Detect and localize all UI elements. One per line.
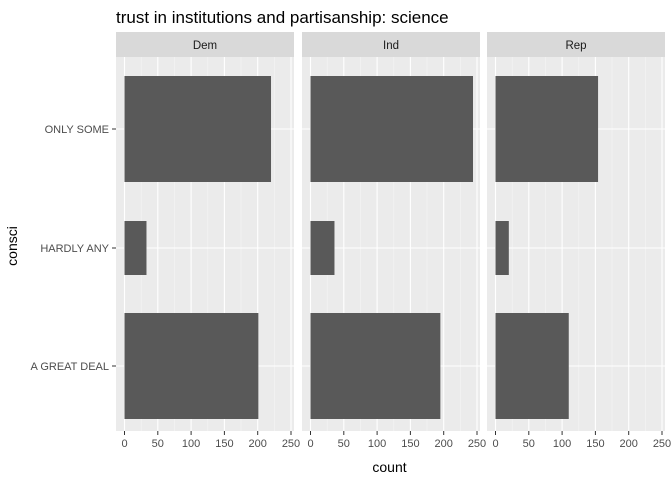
- bar: [495, 313, 569, 419]
- y-tick-label: HARDLY ANY: [40, 243, 109, 255]
- x-tick-label: 200: [435, 438, 453, 450]
- x-tick-label: 200: [620, 438, 638, 450]
- x-tick-label: 150: [215, 438, 233, 450]
- bar: [310, 221, 335, 275]
- x-tick-label: 50: [152, 438, 164, 450]
- x-tick-label: 150: [586, 438, 604, 450]
- facet-ind: Ind 0 50 100 150 200 250: [302, 32, 486, 450]
- y-tick-label: ONLY SOME: [45, 124, 109, 136]
- strip-background: [302, 32, 480, 57]
- facet-panels: Dem 0 50 100 150 200 250 Ind 0 50 100 150 200 250 Rep 0…: [116, 32, 671, 450]
- strip-label: Dem: [193, 40, 217, 52]
- x-tick-label: 250: [653, 438, 671, 450]
- y-tick-label: A GREAT DEAL: [31, 361, 109, 373]
- bar: [310, 313, 441, 419]
- bar: [124, 221, 147, 275]
- x-tick-label: 250: [468, 438, 486, 450]
- bar: [495, 221, 509, 275]
- x-tick-label: 50: [338, 438, 350, 450]
- x-tick-label: 0: [307, 438, 313, 450]
- x-tick-label: 150: [401, 438, 419, 450]
- bar: [495, 76, 599, 182]
- strip-label: Ind: [383, 40, 399, 52]
- x-tick-label: 100: [368, 438, 386, 450]
- strip-label: Rep: [565, 40, 586, 52]
- x-tick-label: 50: [523, 438, 535, 450]
- facet-rep: Rep 0 50 100 150 200 250: [487, 32, 671, 450]
- bar: [124, 76, 272, 182]
- bar: [310, 76, 474, 182]
- facet-dem: Dem 0 50 100 150 200 250: [116, 32, 300, 450]
- x-axis-title: count: [372, 459, 406, 475]
- x-tick-label: 200: [249, 438, 267, 450]
- strip-background: [487, 32, 665, 57]
- strip-background: [116, 32, 294, 57]
- x-tick-label: 100: [553, 438, 571, 450]
- x-tick-label: 0: [121, 438, 127, 450]
- x-tick-label: 0: [492, 438, 498, 450]
- chart-title: trust in institutions and partisanship: …: [116, 8, 449, 27]
- x-tick-label: 250: [282, 438, 300, 450]
- y-axis-title: consci: [4, 226, 20, 266]
- x-tick-label: 100: [182, 438, 200, 450]
- y-axis: ONLY SOME HARDLY ANY A GREAT DEAL: [31, 124, 116, 373]
- bar: [124, 313, 259, 419]
